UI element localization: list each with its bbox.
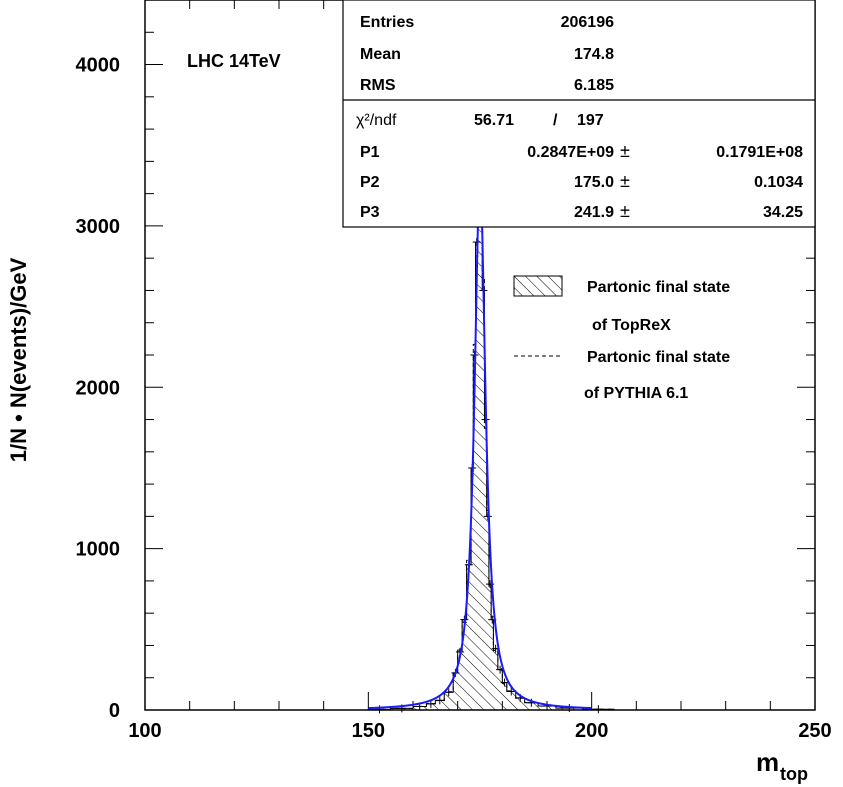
p3-value: 241.9 xyxy=(574,204,614,221)
mean-value: 174.8 xyxy=(574,46,614,63)
x-tick-label: 250 xyxy=(798,720,831,742)
x-tick-label: 200 xyxy=(575,720,608,742)
p1-value: 0.2847E+09 xyxy=(527,144,614,161)
y-tick-label: 3000 xyxy=(76,216,121,238)
x-axis-label: m xyxy=(756,747,779,777)
legend-hatched-line2: of TopReX xyxy=(592,317,671,334)
mean-label: Mean xyxy=(360,46,401,63)
hatched-histogram xyxy=(367,193,615,711)
chi2-label: χ²/ndf xyxy=(356,112,397,129)
p3-label: P3 xyxy=(360,204,380,221)
p1-error: 0.1791E+08 xyxy=(716,144,803,161)
x-tick-labels: 100 150 200 250 xyxy=(128,720,831,742)
chi2-separator: / xyxy=(553,112,558,129)
x-axis-label-subscript: top xyxy=(780,764,808,784)
legend-hatched-line1: Partonic final state xyxy=(587,279,730,296)
p2-pm: ± xyxy=(620,171,630,191)
y-tick-label: 4000 xyxy=(76,55,121,77)
energy-annotation: LHC 14TeV xyxy=(187,51,281,71)
ndf-value: 197 xyxy=(577,112,604,129)
p1-pm: ± xyxy=(620,141,630,161)
p2-error: 0.1034 xyxy=(754,174,803,191)
y-tick-label: 0 xyxy=(109,700,120,722)
y-tick-labels: 0 1000 2000 3000 4000 xyxy=(76,55,121,722)
entries-label: Entries xyxy=(360,14,414,31)
legend-dashed-line1: Partonic final state xyxy=(587,349,730,366)
legend: Partonic final state of TopReX Partonic … xyxy=(513,275,730,402)
entries-value: 206196 xyxy=(561,14,614,31)
p3-error: 34.25 xyxy=(763,204,803,221)
p2-label: P2 xyxy=(360,174,380,191)
y-axis-label: 1/N • N(events)/GeV xyxy=(6,257,31,462)
p1-label: P1 xyxy=(360,144,380,161)
legend-hatched-swatch xyxy=(513,275,563,297)
p3-pm: ± xyxy=(620,201,630,221)
p2-value: 175.0 xyxy=(574,174,614,191)
legend-dashed-line2: of PYTHIA 6.1 xyxy=(584,385,688,402)
rms-value: 6.185 xyxy=(574,77,614,94)
x-tick-label: 100 xyxy=(128,720,161,742)
y-tick-label: 1000 xyxy=(76,539,121,561)
y-tick-label: 2000 xyxy=(76,377,121,399)
chi2-value: 56.71 xyxy=(474,112,514,129)
rms-label: RMS xyxy=(360,77,396,94)
x-tick-label: 150 xyxy=(352,720,385,742)
stats-box: Entries 206196 Mean 174.8 RMS 6.185 χ²/n… xyxy=(342,0,816,228)
